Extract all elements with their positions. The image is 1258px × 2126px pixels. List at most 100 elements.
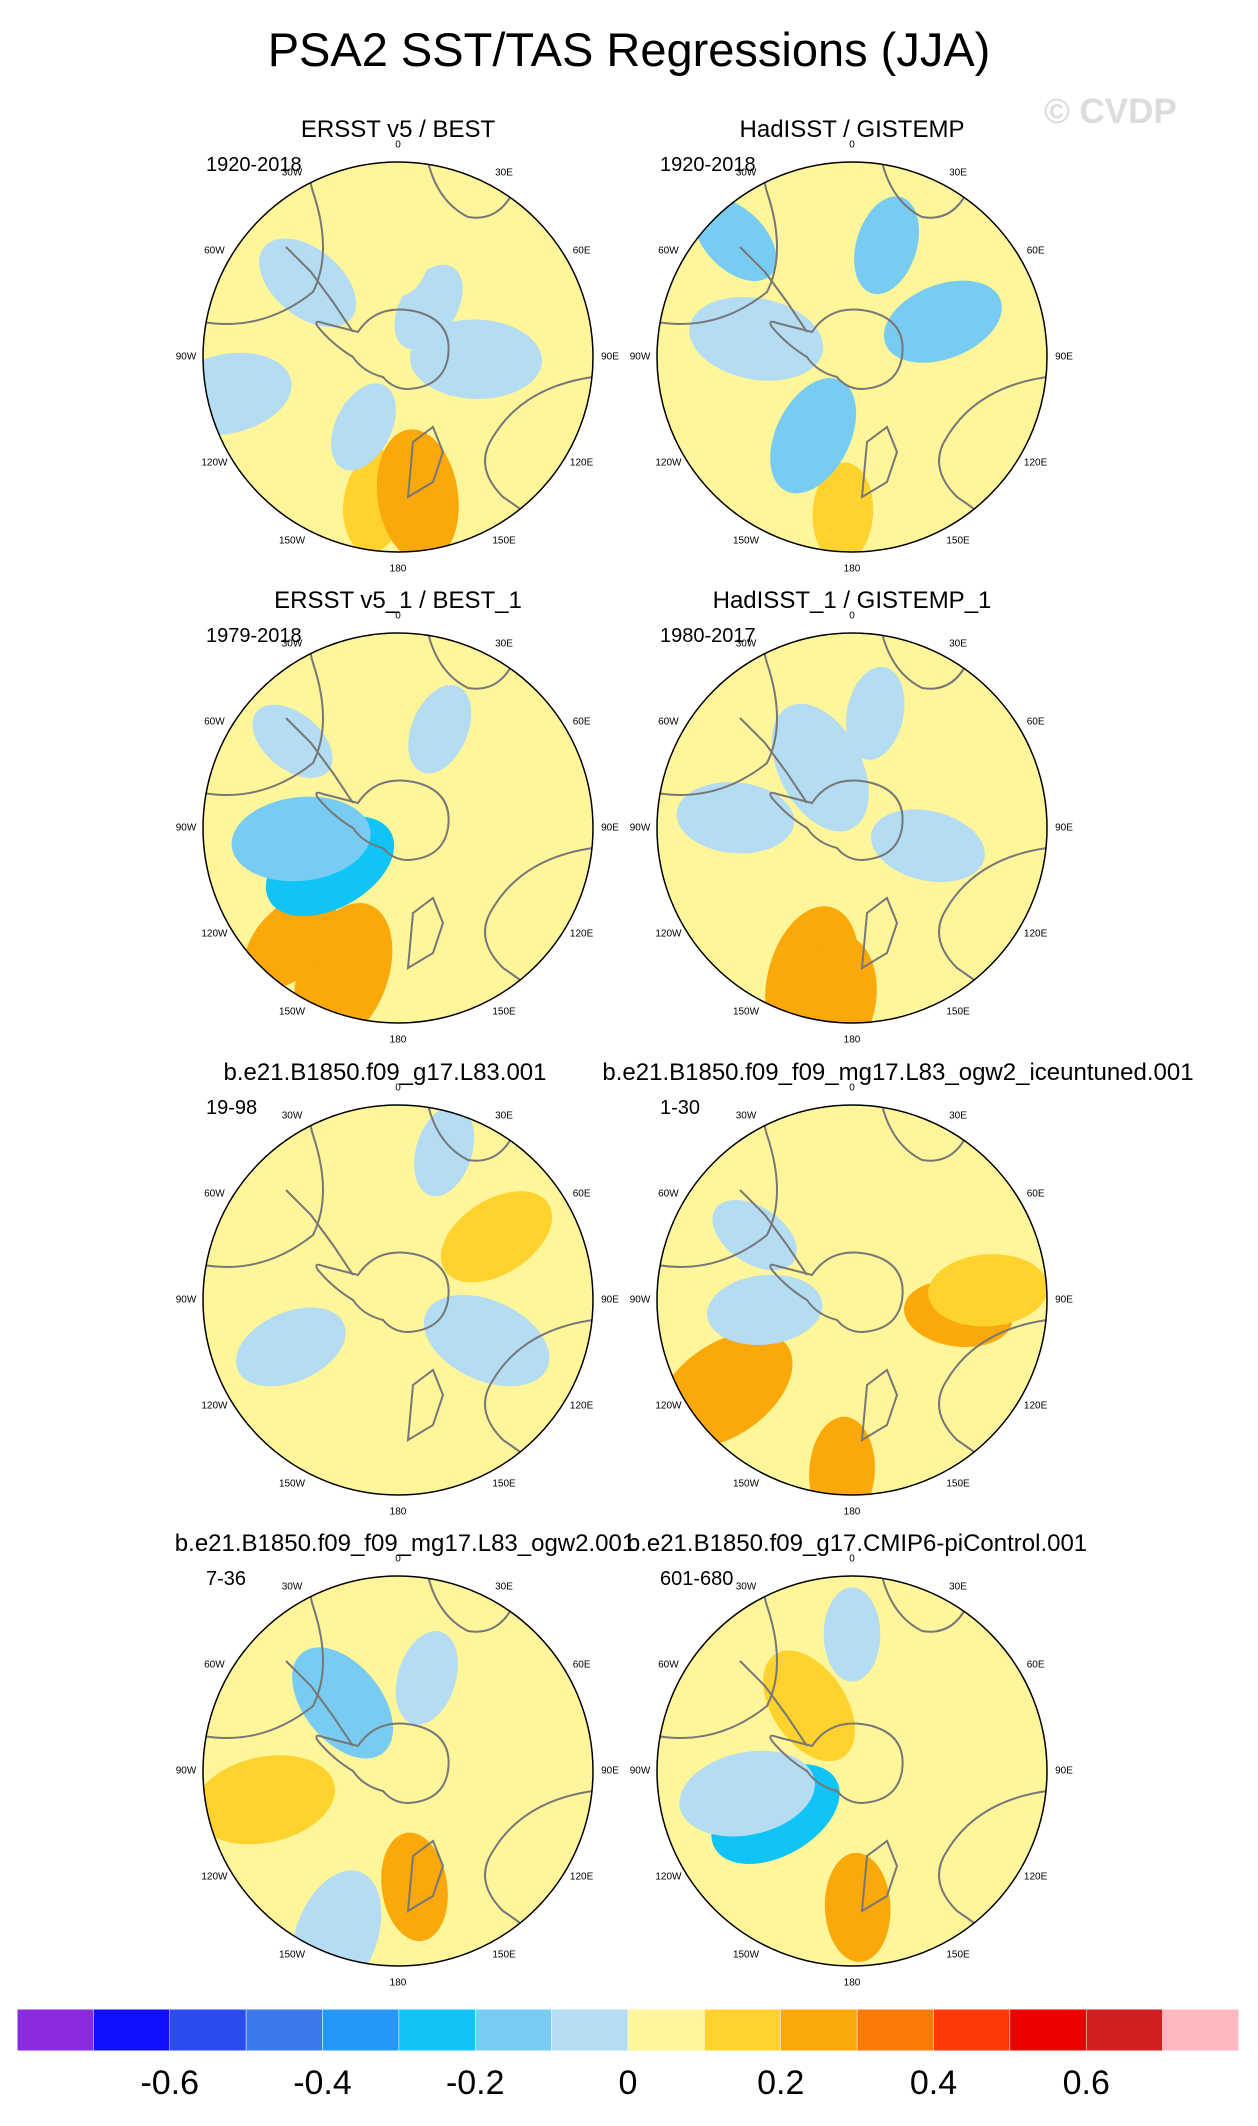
- colorbar-tick-label: 0.2: [757, 2064, 805, 2102]
- longitude-label: 150W: [278, 535, 306, 547]
- longitude-label: 120E: [569, 457, 594, 469]
- africa-outline: [881, 1105, 968, 1162]
- longitude-label: 180: [843, 1034, 861, 1046]
- longitude-label: 60E: [1026, 716, 1045, 728]
- anomaly-patch: [458, 797, 572, 866]
- longitude-label: 120W: [655, 928, 682, 940]
- anomaly-patch: [823, 1587, 881, 1682]
- longitude-label: 90E: [1055, 822, 1073, 834]
- panel-period: 1920-2018: [206, 154, 302, 176]
- longitude-label: 60W: [658, 1188, 679, 1200]
- panel-title: b.e21.B1850.f09_g17.L83.001: [223, 1059, 547, 1086]
- map-frame: [202, 1104, 594, 1496]
- anomaly-patch: [409, 319, 543, 399]
- africa-outline: [427, 162, 514, 219]
- longitude-label: 120W: [201, 1400, 228, 1412]
- longitude-label: 180: [389, 1034, 407, 1046]
- map-background: [657, 1576, 1047, 1966]
- longitude-label: 0: [395, 139, 401, 151]
- africa-outline: [881, 1576, 968, 1633]
- anomaly-patch: [770, 378, 857, 494]
- longitude-label: 90W: [629, 1294, 651, 1306]
- longitude-label: 150E: [946, 1478, 970, 1490]
- longitude-label: 60W: [204, 1659, 225, 1671]
- longitude-label: 150W: [732, 535, 760, 547]
- new-zealand-outline: [406, 1368, 445, 1442]
- panel-period: 601-680: [660, 1568, 734, 1590]
- longitude-label: 60W: [658, 716, 679, 728]
- anomaly-patch: [712, 1199, 797, 1271]
- colorbar-box: [704, 2009, 781, 2051]
- colorbar-box: [780, 2009, 858, 2051]
- panel-period: 7-36: [206, 1568, 247, 1590]
- anomaly-patch: [871, 809, 985, 883]
- colorbar: [17, 2009, 1239, 2051]
- colorbar-box: [169, 2009, 247, 2051]
- colorbar-box: [93, 2009, 170, 2051]
- longitude-label: 120E: [1023, 1871, 1048, 1883]
- anomaly-patch: [849, 1105, 935, 1234]
- polar-map: [656, 632, 1048, 1024]
- map-frame: [656, 161, 1048, 553]
- longitude-label: 0: [849, 139, 855, 151]
- colorbar-box: [245, 2009, 323, 2051]
- colorbar-box: [551, 2009, 629, 2051]
- longitude-label: 150E: [492, 1006, 516, 1018]
- longitude-label: 60W: [204, 245, 225, 257]
- longitude-label: 120E: [569, 928, 594, 940]
- new-zealand-outline: [406, 1839, 445, 1913]
- peninsula-outline: [285, 246, 354, 333]
- longitude-label: 120W: [201, 1871, 228, 1883]
- anomaly-patch: [928, 1254, 1047, 1327]
- panel-title: b.e21.B1850.f09_f09_mg17.L83_ogw2.001: [174, 1530, 636, 1557]
- polar-map: [202, 632, 594, 1024]
- anomaly-patch: [244, 893, 338, 990]
- anomaly-patch: [846, 666, 905, 760]
- antarctica-outline: [769, 1251, 904, 1334]
- longitude-label: 150E: [946, 1949, 970, 1961]
- longitude-label: 30W: [281, 638, 303, 650]
- anomaly-patch: [679, 1750, 815, 1837]
- longitude-label: 90E: [601, 1294, 619, 1306]
- colorbar-tick-label: 0: [618, 2064, 638, 2102]
- longitude-label: 120E: [1023, 1400, 1048, 1412]
- anomaly-patch: [763, 1650, 855, 1762]
- longitude-label: 60W: [204, 1188, 225, 1200]
- anomaly-patch: [854, 196, 920, 295]
- longitude-label: 30E: [495, 1581, 513, 1593]
- africa-outline: [427, 1576, 514, 1633]
- anomaly-patch: [203, 1755, 335, 1845]
- colorbar-tick-label: -0.6: [140, 2064, 200, 2102]
- longitude-label: 30W: [735, 1581, 757, 1593]
- longitude-label: 60W: [658, 1659, 679, 1671]
- panel-title: ERSST v5 / BEST: [300, 116, 496, 143]
- longitude-label: 90E: [1055, 1765, 1073, 1777]
- longitude-label: 120E: [1023, 928, 1048, 940]
- panel-title: b.e21.B1850.f09_f09_mg17.L83_ogw2_iceunt…: [602, 1059, 1194, 1086]
- longitude-label: 150E: [946, 1006, 970, 1018]
- longitude-label: 120W: [655, 1400, 682, 1412]
- colorbar-box: [1162, 2009, 1239, 2051]
- colorbar-tick-label: -0.2: [445, 2064, 505, 2102]
- peninsula-outline: [739, 1660, 808, 1747]
- africa-outline: [881, 162, 968, 219]
- anomaly-patch: [812, 462, 874, 552]
- anomaly-patch: [882, 408, 985, 525]
- new-zealand-outline: [860, 1368, 899, 1442]
- longitude-label: 60E: [1026, 245, 1045, 257]
- panel-title: HadISST / GISTEMP: [739, 116, 965, 143]
- peninsula-outline: [739, 1189, 808, 1276]
- anomaly-patch: [360, 1409, 417, 1495]
- anomaly-patch: [376, 429, 459, 552]
- longitude-label: 150W: [732, 1006, 760, 1018]
- longitude-label: 90W: [629, 1765, 651, 1777]
- colorbar-box: [933, 2009, 1011, 2051]
- anomaly-patch: [941, 1720, 1047, 1800]
- africa-outline: [881, 633, 968, 690]
- anomaly-patch: [414, 1105, 475, 1197]
- longitude-label: 120E: [569, 1400, 594, 1412]
- longitude-label: 150E: [492, 535, 516, 547]
- anomaly-patch: [235, 1307, 346, 1387]
- longitude-label: 120E: [569, 1871, 594, 1883]
- panel-period: 1920-2018: [660, 154, 756, 176]
